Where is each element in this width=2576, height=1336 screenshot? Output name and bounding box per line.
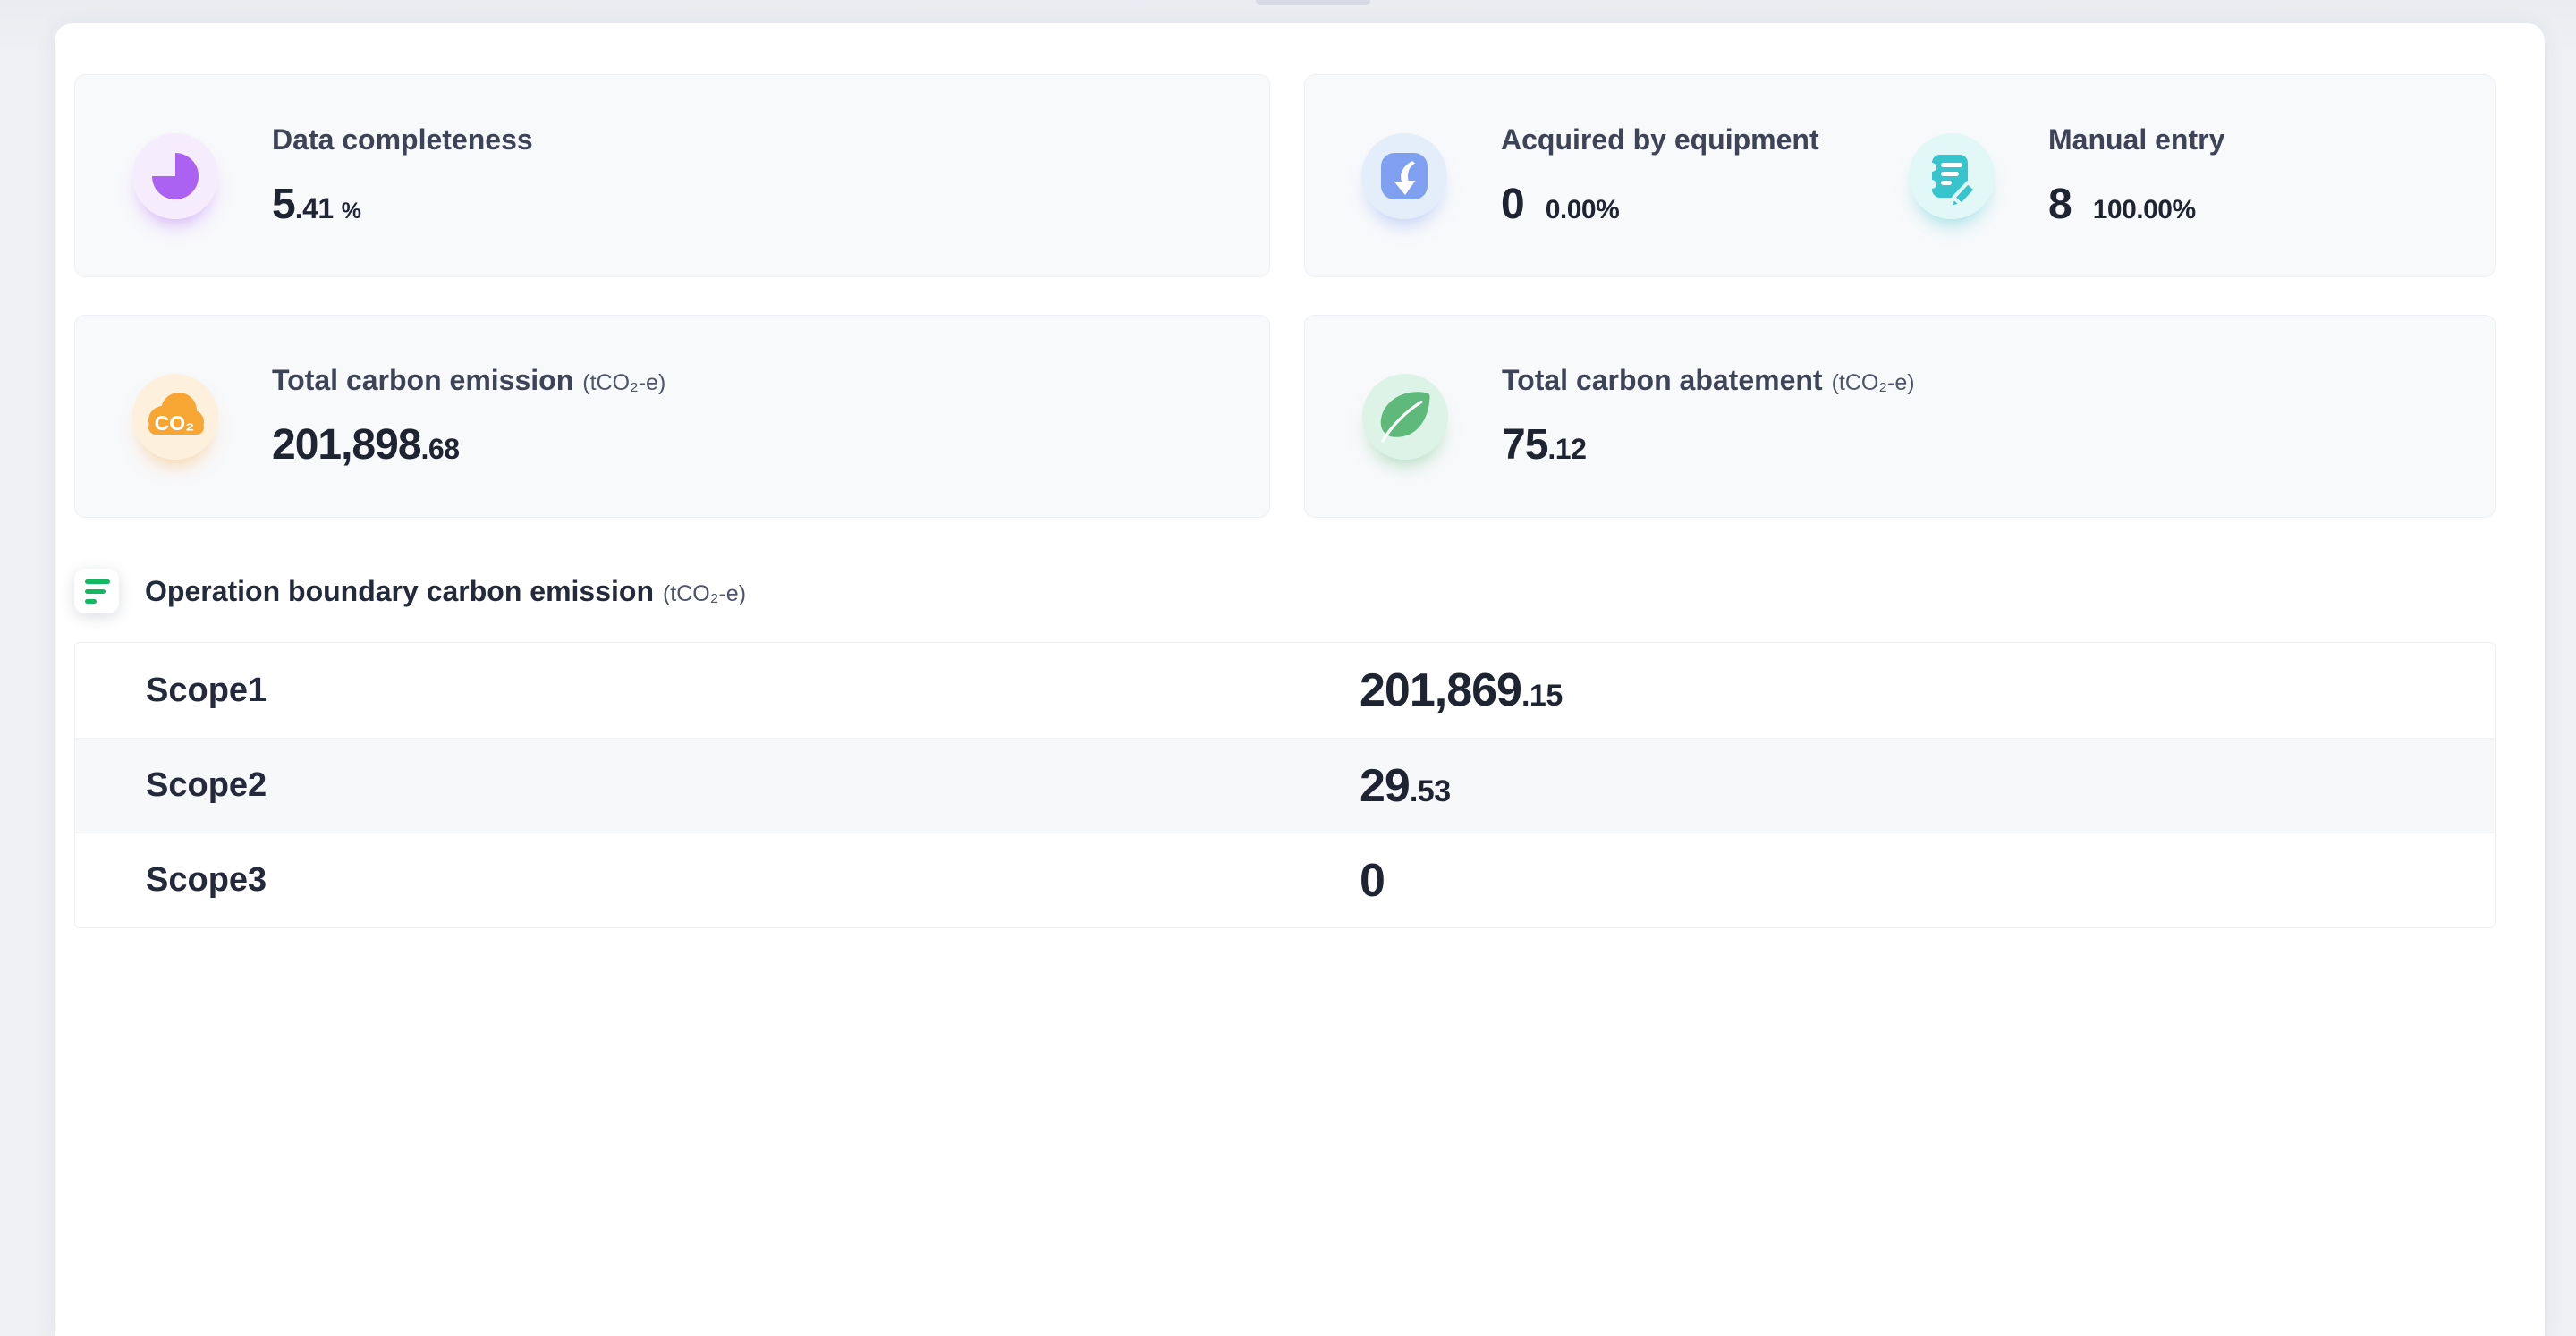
manual-entry-percent: 100.00% <box>2092 194 2196 224</box>
top-drag-handle <box>1256 0 1370 5</box>
co2-cloud-icon: CO₂ <box>132 373 218 460</box>
scope-label: Scope2 <box>146 766 267 804</box>
scope-value: 0 <box>1360 854 1385 907</box>
table-row-scope2: Scope2 29 .53 <box>75 738 2495 833</box>
section-title: Operation boundary carbon emission (tCO₂… <box>145 574 747 607</box>
unit-label: (tCO₂-e) <box>582 369 666 395</box>
leaf-icon <box>1362 373 1448 460</box>
scope-label: Scope3 <box>146 861 267 899</box>
total-abatement-value: 75 .12 <box>1502 420 1587 469</box>
main-panel: Data completeness 5 .41 % <box>55 23 2545 1336</box>
scope-table: Scope1 201,869 .15 Scope2 29 .53 Scope3 … <box>74 642 2496 928</box>
co2-label: CO₂ <box>155 411 195 435</box>
scope-value: 29 .53 <box>1360 759 1451 812</box>
equipment-percent: 0.00% <box>1545 194 1620 224</box>
unit-label: (tCO₂-e) <box>662 580 747 606</box>
list-bars-icon <box>74 569 119 613</box>
card-title: Acquired by equipment <box>1501 123 1819 156</box>
table-row-scope3: Scope3 0 <box>75 833 2495 927</box>
data-completeness-value: 5 .41 % <box>272 180 361 228</box>
card-title: Total carbon abatement (tCO₂-e) <box>1502 363 1915 396</box>
unit-label: (tCO₂-e) <box>1831 369 1915 395</box>
total-emission-card: CO₂ Total carbon emission (tCO₂-e) 201,8… <box>74 315 1270 518</box>
manual-entry-value: 8 100.00% <box>2048 180 2196 228</box>
scope-value: 201,869 .15 <box>1360 664 1563 716</box>
table-row-scope1: Scope1 201,869 .15 <box>75 643 2495 738</box>
equipment-value: 0 0.00% <box>1501 180 1620 228</box>
card-title: Data completeness <box>272 123 533 156</box>
section-header: Operation boundary carbon emission (tCO₂… <box>74 569 2496 613</box>
card-title: Total carbon emission (tCO₂-e) <box>272 363 666 396</box>
total-emission-value: 201,898 .68 <box>272 420 460 469</box>
total-abatement-card: Total carbon abatement (tCO₂-e) 75 .12 <box>1304 315 2496 518</box>
scope-label: Scope1 <box>146 671 267 709</box>
percent-sign: % <box>341 198 361 224</box>
data-completeness-card: Data completeness 5 .41 % <box>74 74 1270 277</box>
pie-chart-icon <box>132 132 218 219</box>
card-title: Manual entry <box>2048 123 2225 156</box>
acquisition-card: Acquired by equipment 0 0.00% <box>1304 74 2496 277</box>
edit-note-icon <box>1909 132 1995 219</box>
download-icon <box>1361 132 1447 219</box>
